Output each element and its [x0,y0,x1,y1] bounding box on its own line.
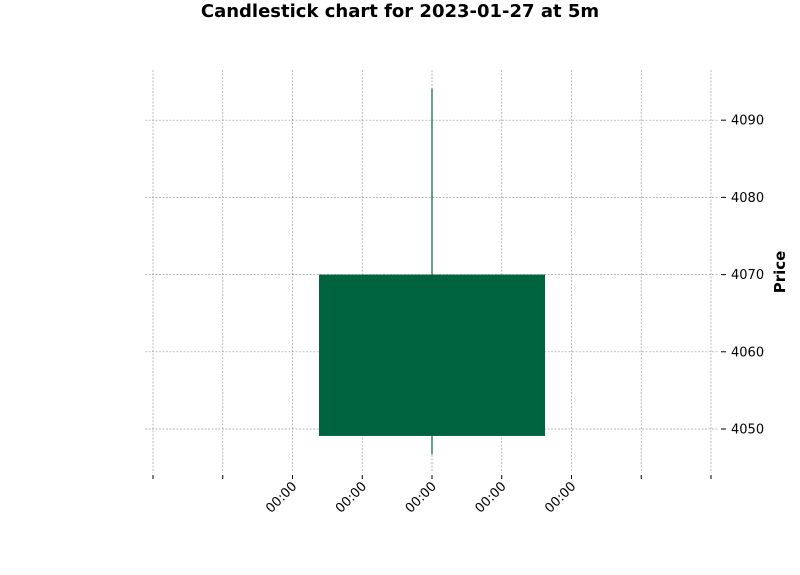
x-tick-label: 00:00 [403,479,440,516]
y-axis-title: Price [771,251,789,294]
x-tick-label: 00:00 [472,479,509,516]
x-tick-label: 00:00 [542,479,579,516]
candles [319,88,545,455]
candle-body [319,274,545,436]
chart-title: Candlestick chart for 2023-01-27 at 5m [201,1,599,22]
y-tick-label: 4060 [731,345,764,360]
y-tick-label: 4080 [731,191,764,206]
y-axis: 4050 4060 4070 4080 4090 [721,114,764,437]
y-tick-label: 4070 [731,268,764,283]
x-tick-label: 00:00 [333,479,370,516]
y-tick-label: 4090 [731,114,764,129]
x-axis: 00:00 00:00 00:00 00:00 00:00 [152,475,712,516]
x-tick-label: 00:00 [263,479,300,516]
y-tick-label: 4050 [731,422,764,437]
